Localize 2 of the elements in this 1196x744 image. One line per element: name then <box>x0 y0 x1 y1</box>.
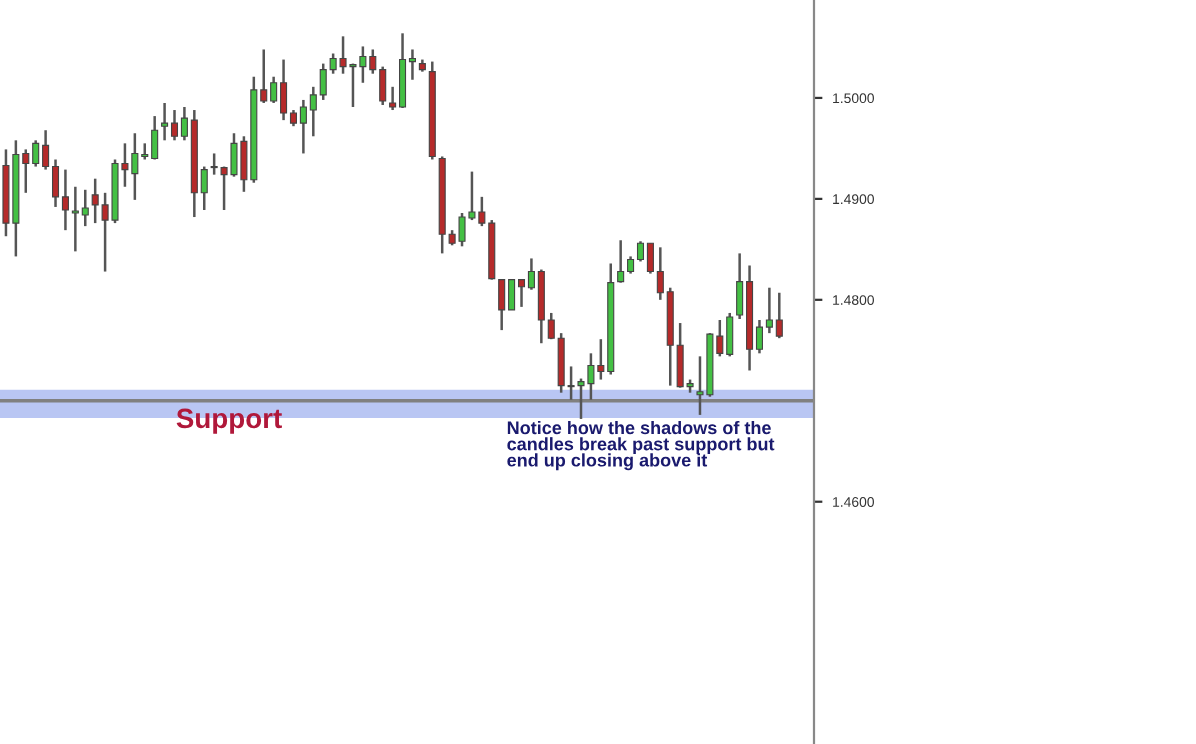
annotation: Notice how the shadows of the candles break past support but end up closing above it <box>507 420 775 471</box>
ref-line-label: Support <box>176 408 282 434</box>
